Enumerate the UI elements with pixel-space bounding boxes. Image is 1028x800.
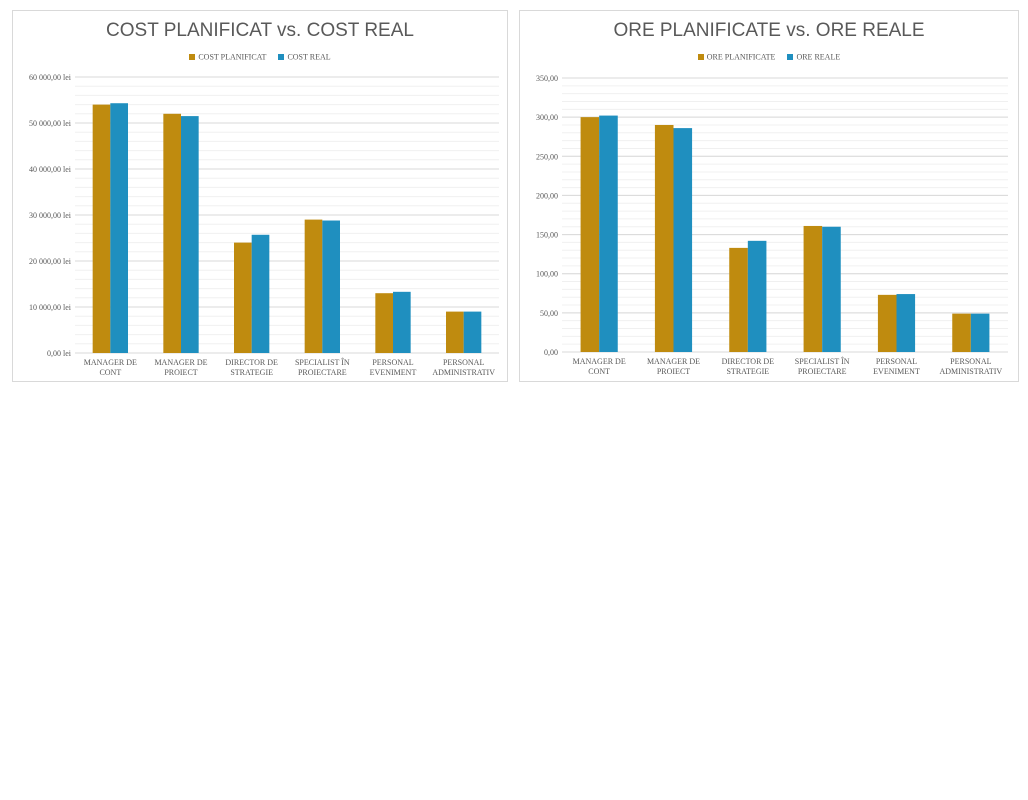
x-tick-label: PROIECTARE (798, 367, 847, 376)
bar-actual (322, 220, 340, 353)
y-tick-label: 0,00 (544, 348, 558, 357)
chart-title: ORE PLANIFICATE vs. ORE REALE (613, 20, 925, 41)
bar-actual (599, 115, 618, 352)
y-tick-label: 150,00 (536, 231, 558, 240)
legend-label: COST PLANIFICAT (198, 52, 267, 62)
bar-actual (673, 128, 693, 352)
x-tick-label: MANAGER DE (84, 358, 137, 367)
y-tick-label: 30 000,00 lei (29, 211, 72, 220)
y-tick-label: 300,00 (536, 113, 558, 122)
legend-swatch-planned (189, 54, 196, 61)
bar-actual (896, 294, 916, 352)
x-tick-label: PERSONAL (443, 358, 484, 367)
bar-planned (877, 294, 897, 352)
chart-title: COST PLANIFICAT vs. COST REAL (106, 20, 414, 41)
legend-label: ORE REALE (796, 52, 841, 62)
bar-planned (803, 225, 823, 352)
x-tick-label: PROIECTARE (298, 368, 347, 377)
y-tick-label: 10 000,00 lei (29, 303, 72, 312)
legend: ORE PLANIFICATE ORE REALE (520, 52, 1018, 62)
bar-actual (970, 313, 990, 352)
x-tick-label: DIRECTOR DE (722, 357, 775, 366)
y-tick-label: 40 000,00 lei (29, 165, 72, 174)
x-tick-label: MANAGER DE (647, 357, 700, 366)
x-tick-label: MANAGER DE (573, 357, 626, 366)
x-tick-label: STRATEGIE (726, 367, 769, 376)
legend: COST PLANIFICAT COST REAL (13, 52, 507, 62)
legend-item-planned: COST PLANIFICAT (189, 52, 266, 62)
x-tick-label: DIRECTOR DE (225, 358, 278, 367)
x-tick-label: SPECIALIST ÎN (795, 356, 850, 366)
x-tick-label: PERSONAL (950, 357, 991, 366)
y-tick-label: 250,00 (536, 152, 558, 161)
y-tick-label: 200,00 (536, 191, 558, 200)
bar-planned (375, 293, 393, 353)
bar-actual (822, 226, 841, 352)
x-tick-label: CONT (588, 367, 610, 376)
bar-planned (92, 104, 111, 353)
bar-planned (580, 117, 600, 353)
bar-planned (163, 113, 181, 353)
bar-actual (110, 103, 128, 353)
x-tick-label: STRATEGIE (230, 368, 273, 377)
bar-planned (446, 311, 464, 353)
legend-label: COST REAL (287, 52, 331, 62)
bar-actual (747, 240, 767, 352)
bar-actual (251, 234, 270, 353)
x-tick-label: ADMINISTRATIV (939, 367, 1002, 376)
bar-actual (463, 311, 482, 353)
x-tick-label: EVENIMENT (873, 367, 920, 376)
x-tick-label: PERSONAL (372, 358, 413, 367)
plot-area: 0,00 50,00 100,00 150,00 200,00 250,00 300,00 3… (536, 74, 1008, 376)
y-tick-label: 100,00 (536, 270, 558, 279)
legend-item-planned: ORE PLANIFICATE (697, 52, 776, 62)
legend-swatch-actual (787, 54, 794, 61)
y-tick-label: 50,00 (540, 309, 558, 318)
x-tick-label: PERSONAL (876, 357, 917, 366)
legend-swatch-actual (278, 54, 285, 61)
x-tick-label: PROIECT (164, 368, 197, 377)
x-tick-label: PROIECT (657, 367, 690, 376)
x-tick-label: ADMINISTRATIV (432, 368, 495, 377)
bar-planned (729, 247, 748, 352)
chart-cost: COST PLANIFICAT vs. COST REAL COST PLANI… (12, 10, 508, 382)
x-tick-label: SPECIALIST ÎN (295, 357, 350, 367)
legend-swatch-planned (697, 54, 704, 61)
y-tick-label: 20 000,00 lei (29, 257, 72, 266)
legend-item-actual: COST REAL (278, 52, 331, 62)
bar-planned (304, 219, 323, 353)
y-tick-label: 0,00 lei (47, 349, 72, 358)
bar-actual (393, 291, 411, 353)
y-tick-label: 60 000,00 lei (29, 73, 72, 82)
y-tick-label: 350,00 (536, 74, 558, 83)
chart-hours: ORE PLANIFICATE vs. ORE REALE ORE PLANIF… (519, 10, 1019, 382)
legend-item-actual: ORE REALE (787, 52, 840, 62)
legend-label: ORE PLANIFICATE (706, 52, 776, 62)
x-tick-label: CONT (99, 368, 121, 377)
bar-planned (952, 313, 971, 352)
bar-planned (234, 242, 252, 353)
bar-planned (654, 124, 674, 352)
x-tick-label: MANAGER DE (154, 358, 207, 367)
bar-actual (181, 116, 199, 353)
y-tick-label: 50 000,00 lei (29, 119, 72, 128)
plot-area: 0,00 lei 10 000,00 lei 20 000,00 lei 30 000… (29, 73, 499, 377)
x-tick-label: EVENIMENT (370, 368, 417, 377)
